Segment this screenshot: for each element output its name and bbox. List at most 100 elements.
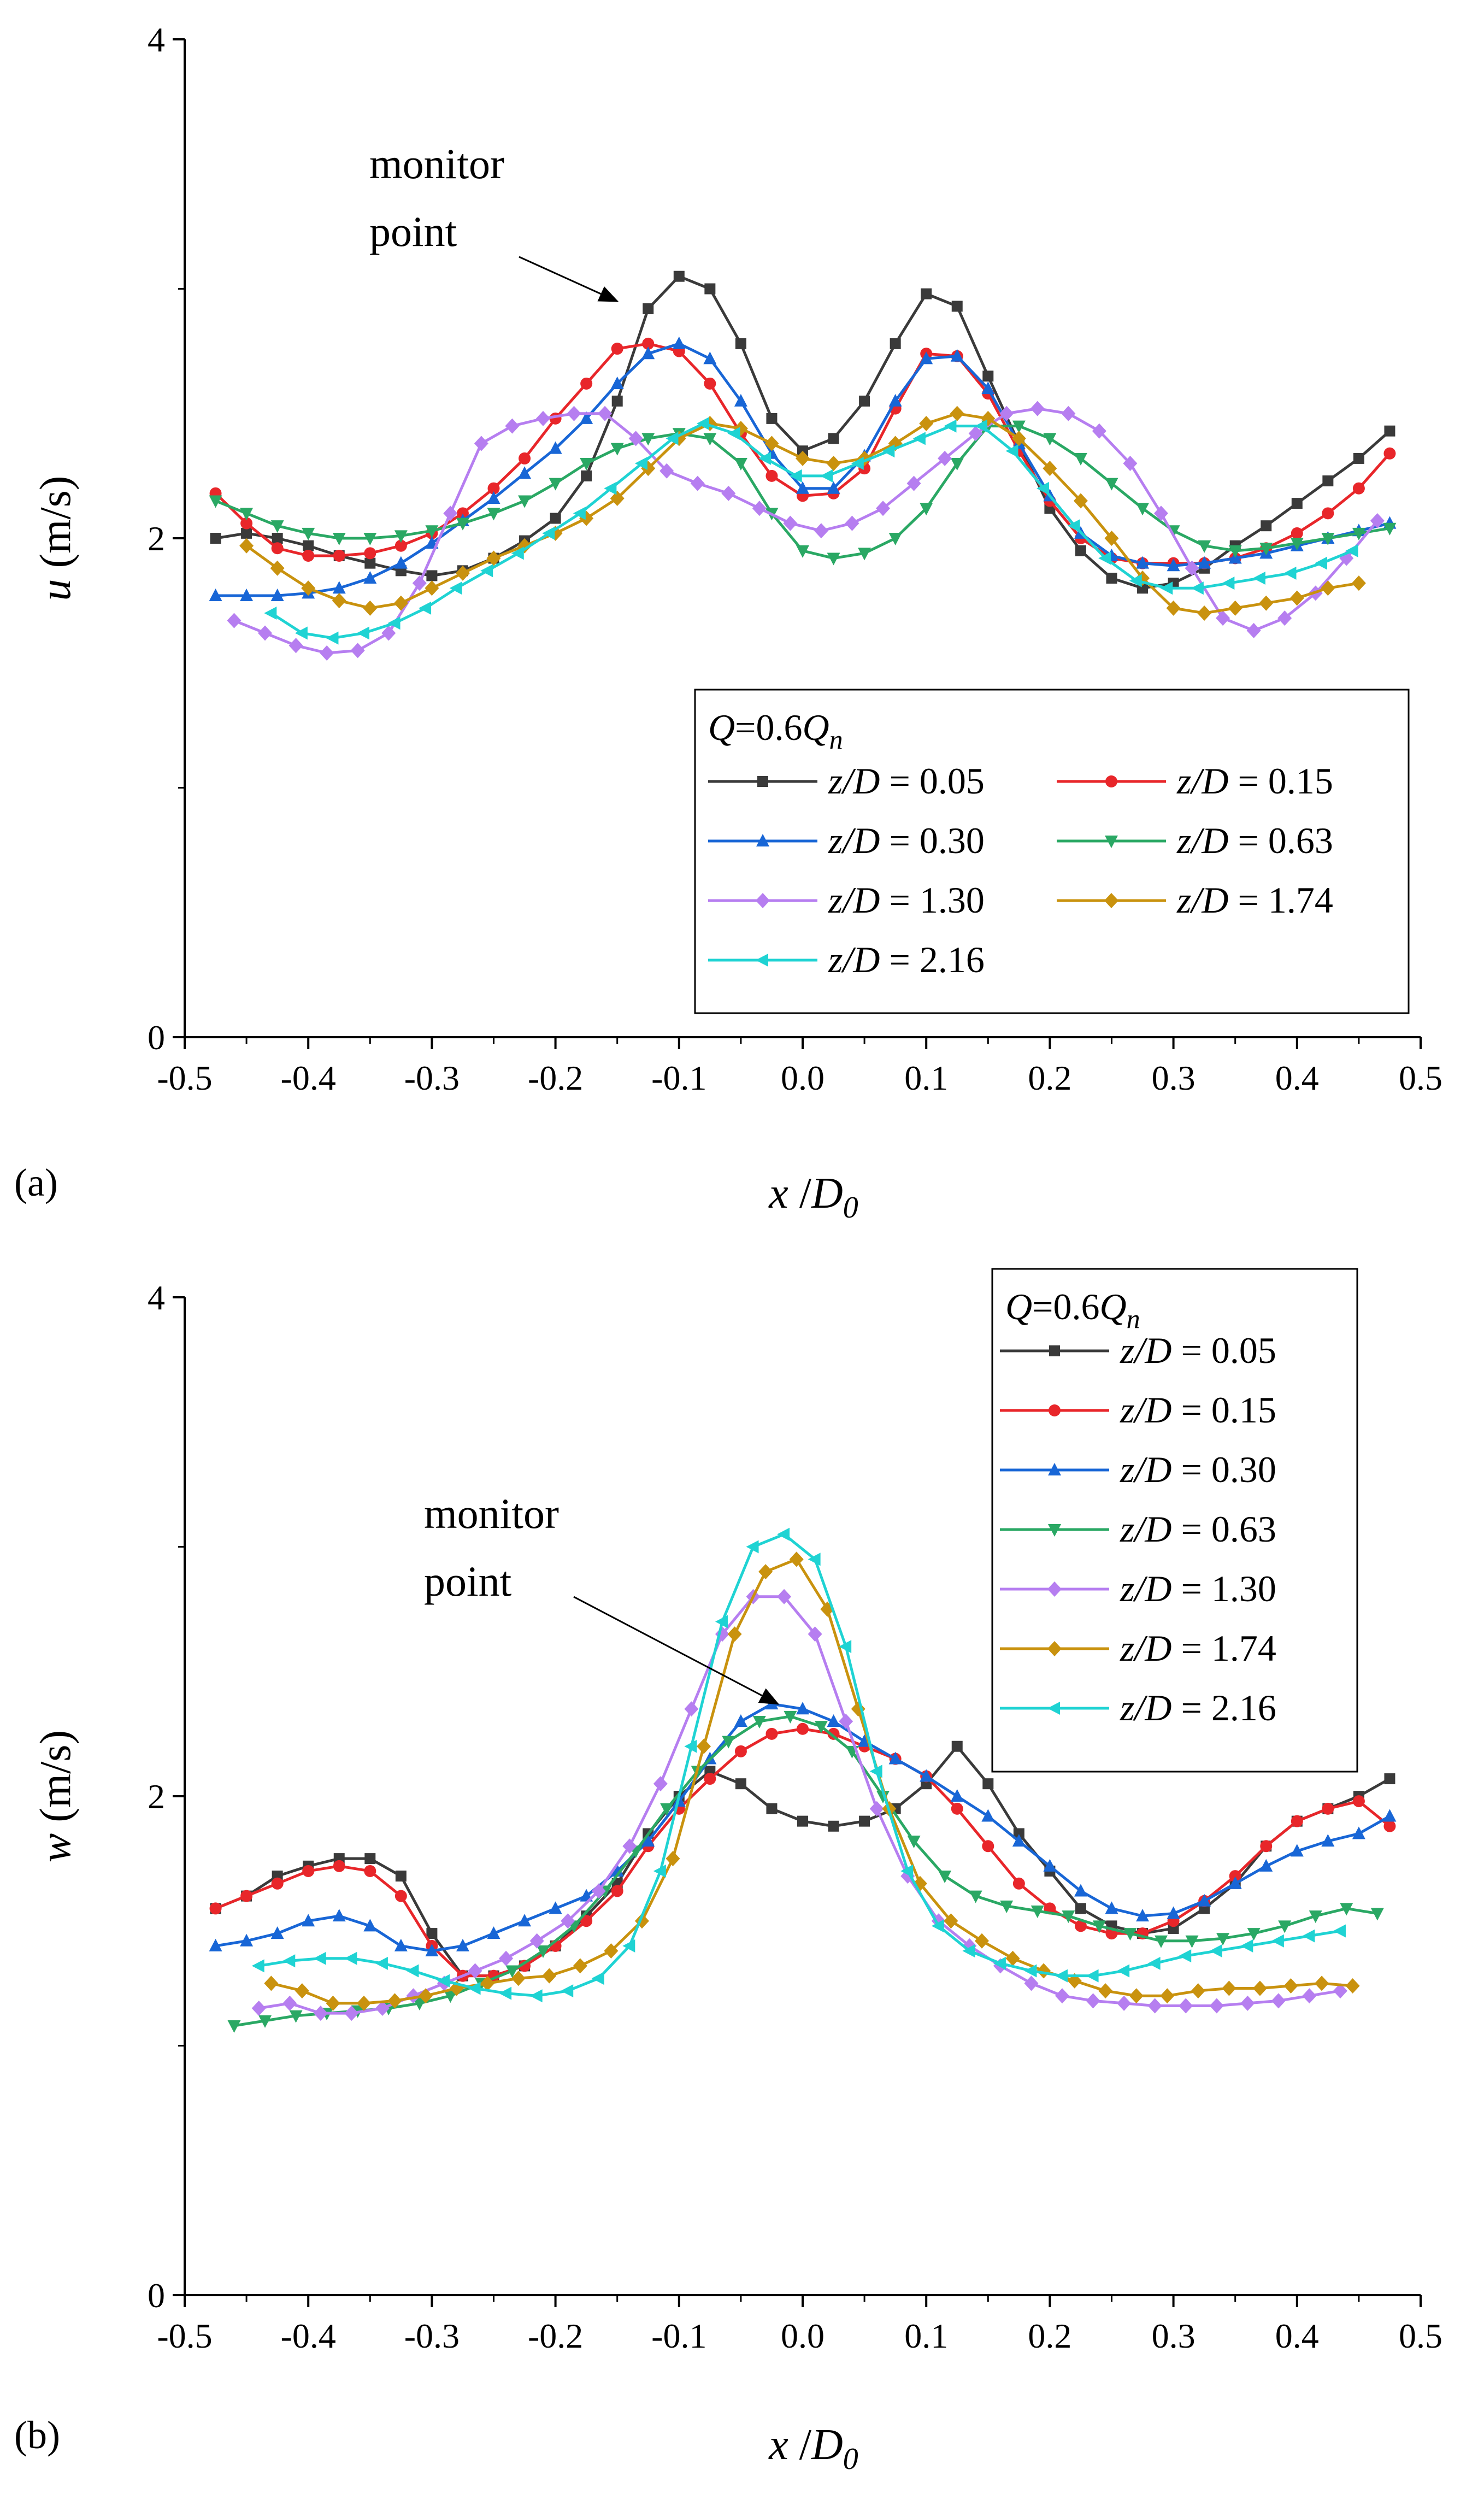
data-point — [394, 1890, 407, 1902]
data-point — [499, 1950, 514, 1966]
legend-label: z/D = 1.30 — [1120, 1568, 1276, 1609]
legend-marker — [756, 834, 769, 846]
legend-title: Q=0.6Qn — [1005, 1286, 1140, 1334]
data-point — [1092, 1920, 1106, 1933]
data-point — [561, 1984, 574, 1998]
data-point — [1370, 1908, 1384, 1921]
data-point — [580, 411, 593, 424]
text-span: = 0.15 — [1171, 1389, 1276, 1431]
data-point — [1345, 1978, 1360, 1994]
data-point — [1185, 1935, 1199, 1948]
data-point — [622, 1939, 635, 1953]
data-point — [1012, 420, 1026, 433]
data-point — [951, 1802, 963, 1815]
data-point — [333, 549, 345, 562]
legend-label: z/D = 2.16 — [1120, 1687, 1276, 1728]
data-point — [387, 1993, 402, 2009]
data-point — [529, 1989, 543, 2003]
data-point — [1271, 1993, 1286, 2009]
data-point — [839, 1714, 853, 1730]
data-point — [270, 1926, 284, 1939]
data-point — [426, 1928, 438, 1939]
text-span: = 1.74 — [1228, 879, 1333, 921]
data-point — [425, 580, 439, 596]
data-point — [519, 1960, 531, 1972]
data-point — [981, 381, 995, 395]
text-span: 0 — [843, 1191, 858, 1225]
x-tick-label: -0.2 — [528, 2316, 583, 2355]
data-point — [912, 432, 926, 445]
data-point — [839, 1640, 852, 1654]
data-point — [982, 1840, 994, 1853]
legend-label: z/D = 0.63 — [1176, 820, 1333, 861]
data-point — [536, 1945, 550, 1959]
data-point — [239, 538, 254, 554]
x-tick-label: 0.1 — [904, 1059, 948, 1097]
data-point — [258, 2015, 272, 2028]
data-point — [1074, 1884, 1087, 1897]
x-tick-label: 0.5 — [1399, 1059, 1442, 1097]
data-point — [364, 557, 376, 569]
data-point — [765, 469, 778, 482]
data-point — [951, 301, 963, 312]
monitor-point-arrow — [573, 1596, 780, 1705]
data-point — [735, 338, 746, 349]
text-span: = 1.30 — [1171, 1568, 1276, 1609]
data-point — [1322, 1802, 1334, 1815]
data-point — [326, 1995, 340, 2011]
data-point — [944, 419, 957, 433]
data-point — [808, 1626, 822, 1642]
legend-label: z/D = 0.15 — [1176, 760, 1333, 802]
data-point — [209, 1902, 222, 1915]
data-point — [1005, 1950, 1020, 1966]
data-point — [1352, 482, 1365, 495]
data-point — [734, 1714, 747, 1727]
data-point — [851, 457, 864, 471]
data-point — [350, 643, 365, 658]
data-point — [1086, 1993, 1100, 2009]
data-point — [1222, 1980, 1236, 1996]
data-point — [703, 351, 717, 364]
data-point — [1105, 1901, 1118, 1914]
series-3 — [209, 336, 1397, 601]
text-span: = 0.15 — [1228, 760, 1333, 802]
legend-entry: z/D = 2.16 — [1000, 1687, 1276, 1728]
monitor-point-arrow — [519, 256, 619, 302]
data-point — [573, 507, 586, 520]
data-point — [406, 1964, 419, 1978]
data-point — [859, 1815, 870, 1827]
data-point — [919, 416, 934, 432]
data-point — [1345, 544, 1358, 557]
panel-b: -0.5 -0.4 -0.3 -0.2 -0.1 0.0 0.1 0.2 0.3 0.4 0.5 0 2… — [14, 1268, 1442, 2476]
data-point — [387, 616, 401, 630]
data-point — [820, 469, 833, 483]
data-point — [394, 1938, 408, 1951]
legend-entry: z/D = 0.30 — [708, 820, 985, 861]
data-point — [611, 343, 623, 355]
text-span: = 0.63 — [1228, 820, 1333, 861]
data-point — [1030, 1905, 1044, 1918]
data-point — [1321, 533, 1335, 545]
data-point — [1012, 1877, 1025, 1890]
data-point — [641, 346, 655, 360]
data-point — [703, 433, 717, 446]
data-point — [610, 1863, 624, 1877]
data-point — [1291, 527, 1303, 539]
data-point — [598, 405, 613, 421]
data-point — [1321, 580, 1335, 596]
data-point — [1383, 522, 1397, 536]
data-point — [888, 393, 902, 407]
text-span: = 1.74 — [1171, 1627, 1276, 1669]
text-span: z/D — [1120, 1330, 1171, 1371]
data-point — [814, 523, 828, 539]
data-point — [622, 1838, 637, 1854]
legend-marker — [757, 776, 768, 787]
data-point — [642, 337, 655, 350]
text-span: point — [369, 208, 457, 255]
data-point — [302, 527, 315, 540]
text-span: z/D — [828, 879, 880, 921]
data-point — [1228, 600, 1242, 616]
data-point — [511, 1971, 526, 1986]
data-point — [580, 458, 593, 471]
